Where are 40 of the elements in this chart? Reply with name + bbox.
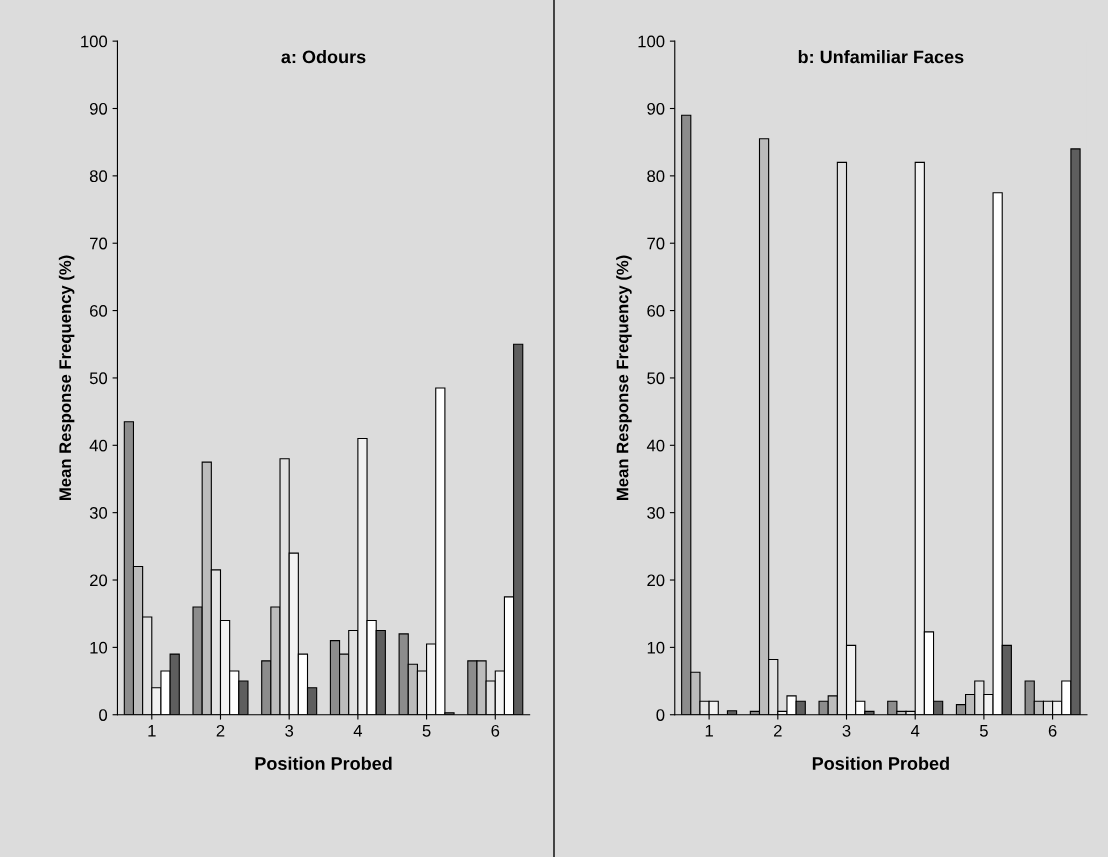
x-tick-label: 2 (774, 724, 782, 737)
y-tick-label: 50 (89, 372, 108, 385)
y-tick-label: 30 (647, 507, 665, 519)
chart-title: b: Unfamiliar Faces (798, 50, 964, 64)
y-tick-label: 20 (90, 574, 108, 587)
x-tick-label: 5 (979, 725, 988, 737)
y-tick-label: 20 (647, 574, 665, 587)
y-tick-label: 50 (647, 372, 665, 385)
y-tick-label: 90 (647, 102, 665, 115)
y-tick-label: 90 (89, 102, 108, 115)
x-tick-label: 6 (491, 724, 500, 737)
x-tick-label: 1 (705, 725, 713, 737)
x-tick-label: 2 (216, 724, 225, 737)
x-axis-title: Position Probed (812, 756, 949, 770)
y-axis-title: Mean Response Frequency (%) (58, 255, 75, 500)
y-tick-label: 10 (647, 641, 665, 654)
y-tick-label: 0 (99, 709, 108, 721)
x-tick-label: 3 (842, 724, 851, 737)
y-tick-label: 60 (647, 304, 665, 317)
x-tick-label: 3 (285, 724, 294, 737)
y-tick-label: 70 (90, 237, 108, 250)
y-tick-label: 80 (89, 170, 108, 183)
x-tick-label: 1 (148, 725, 156, 737)
y-tick-label: 40 (89, 439, 108, 452)
y-tick-label: 30 (89, 507, 108, 519)
y-tick-label: 80 (647, 170, 665, 183)
x-axis-title: Position Probed (255, 756, 392, 770)
y-axis-title: Mean Response Frequency (%) (616, 255, 632, 500)
y-tick-label: 100 (81, 35, 108, 48)
y-tick-label: 40 (646, 439, 665, 452)
x-tick-label: 4 (353, 725, 363, 737)
y-tick-label: 60 (90, 304, 108, 317)
x-tick-label: 6 (1048, 724, 1057, 737)
y-tick-label: 70 (647, 237, 665, 250)
y-tick-label: 0 (656, 709, 665, 721)
y-tick-label: 10 (90, 641, 108, 654)
x-tick-label: 5 (422, 725, 431, 737)
chart-title: a: Odours (281, 50, 366, 64)
y-tick-label: 100 (638, 35, 665, 48)
x-tick-label: 4 (910, 725, 920, 737)
